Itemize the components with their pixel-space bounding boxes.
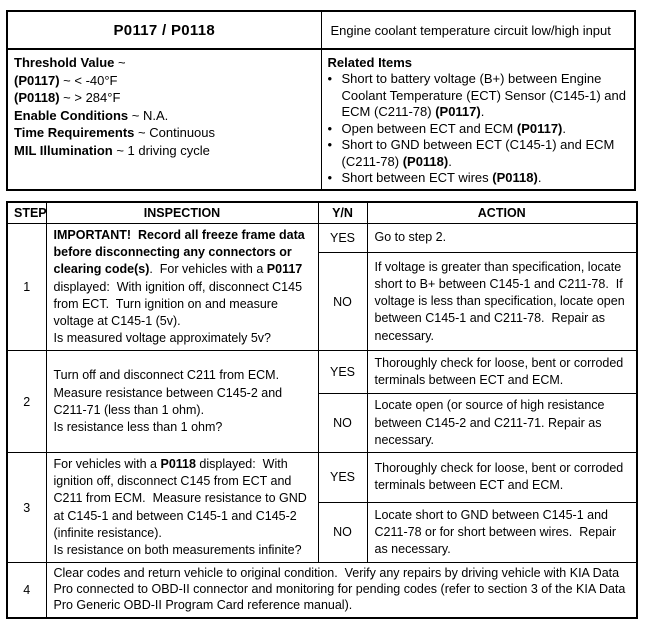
step-number: 4	[6, 562, 47, 619]
condition-mil: MIL Illumination ~ 1 driving cycle	[14, 142, 210, 158]
yn-value: NO	[317, 393, 368, 454]
final-step-text: Clear codes and return vehicle to origin…	[45, 562, 638, 619]
col-header-step: STEP	[6, 201, 47, 224]
action-text: Thoroughly check for loose, bent or corr…	[366, 350, 638, 395]
action-text: Locate open (or source of high resistanc…	[366, 393, 638, 454]
bullet-icon: •	[327, 71, 333, 86]
dtc-conditions-cell: Threshold Value ~ (P0117) ~ < -40°F (P01…	[6, 48, 322, 190]
dtc-code: P0117 / P0118	[6, 10, 322, 50]
col-header-yn: Y/N	[317, 201, 368, 224]
table-row: NO If voltage is greater than specificat…	[7, 251, 638, 352]
table-header-row: STEP INSPECTION Y/N ACTION	[6, 201, 638, 224]
step-number: 2	[6, 350, 47, 454]
inspection-procedure-table: STEP INSPECTION Y/N ACTION 1 IMPORTANT! …	[6, 200, 638, 619]
table-row: NO Locate open (or source of high resist…	[7, 393, 638, 454]
related-item-text: Open between ECT and ECM (P0117).	[341, 120, 567, 136]
condition-p0117-threshold: (P0117) ~ < -40°F	[14, 72, 118, 88]
procedure-section: STEP INSPECTION Y/N ACTION 1 IMPORTANT! …	[6, 200, 648, 619]
step-number: 3	[6, 452, 47, 564]
bullet-icon: •	[327, 170, 333, 185]
related-item: • Short between ECT wires (P0118).	[328, 170, 629, 187]
condition-p0118-threshold: (P0118) ~ > 284°F	[14, 90, 121, 105]
bullet-icon: •	[327, 120, 333, 136]
related-item-text: Short between ECT wires (P0118).	[341, 170, 542, 185]
yn-value: YES	[317, 223, 368, 253]
step-number: 1	[6, 222, 47, 352]
related-item-text: Short to GND between ECT (C145-1) and EC…	[341, 137, 618, 169]
table-row: NO Locate short to GND between C145-1 an…	[7, 501, 638, 564]
related-items-cell: Related Items • Short to battery voltage…	[320, 48, 636, 190]
action-text: Go to step 2.	[366, 223, 638, 253]
yn-value: NO	[317, 251, 368, 352]
condition-threshold-value: Threshold Value ~	[14, 55, 126, 70]
yn-value: YES	[317, 350, 368, 395]
related-item: • Open between ECT and ECM (P0117).	[328, 121, 629, 138]
bullet-icon: •	[327, 137, 333, 152]
inspection-text: For vehicles with a P0118 displayed: Wit…	[45, 452, 319, 564]
related-item: • Short to battery voltage (B+) between …	[328, 71, 629, 121]
action-text: Thoroughly check for loose, bent or corr…	[366, 452, 638, 503]
inspection-text: IMPORTANT! Record all freeze frame data …	[45, 222, 319, 352]
condition-time: Time Requirements ~ Continuous	[14, 125, 216, 140]
action-text: Locate short to GND between C145-1 and C…	[366, 501, 638, 564]
dtc-summary-table: P0117 / P0118 Engine coolant temperature…	[6, 10, 636, 191]
condition-enable: Enable Conditions ~ N.A.	[14, 107, 169, 123]
related-item-text: Short to battery voltage (B+) between En…	[341, 71, 630, 119]
col-header-action: ACTION	[366, 201, 638, 224]
action-text: If voltage is greater than specification…	[366, 251, 638, 352]
yn-value: NO	[317, 501, 368, 564]
related-items-title: Related Items	[327, 55, 413, 70]
table-row: 3 For vehicles with a P0118 displayed: W…	[6, 452, 638, 564]
dtc-troubleshooting-page: P0117 / P0118 Engine coolant temperature…	[6, 10, 638, 619]
inspection-text: Turn off and disconnect C211 from ECM. M…	[45, 350, 319, 454]
dtc-description: Engine coolant temperature circuit low/h…	[320, 10, 636, 50]
table-row: 4 Clear codes and return vehicle to orig…	[6, 562, 638, 619]
table-row: 2 Turn off and disconnect C211 from ECM.…	[6, 350, 638, 454]
yn-value: YES	[317, 452, 368, 503]
table-row: 1 IMPORTANT! Record all freeze frame dat…	[6, 222, 638, 352]
related-item: • Short to GND between ECT (C145-1) and …	[328, 137, 629, 170]
col-header-inspection: INSPECTION	[45, 201, 319, 224]
